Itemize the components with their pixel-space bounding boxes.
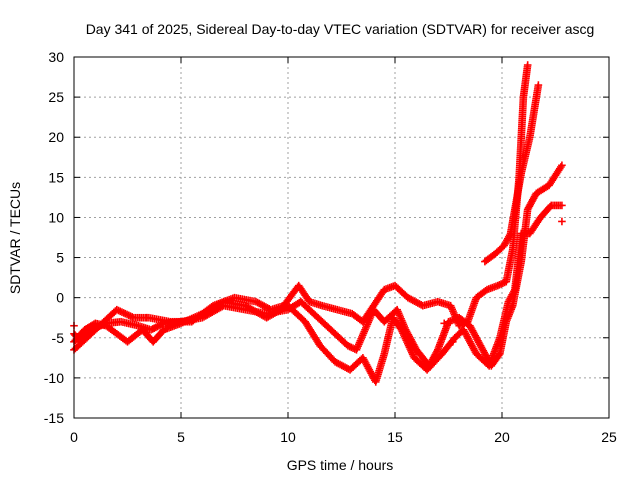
x-tick-label: 20 — [494, 429, 510, 445]
y-tick-labels: -15 -10 -5 0 5 10 15 20 25 30 — [44, 49, 64, 426]
y-tick-label: 0 — [56, 290, 64, 306]
data-segment — [369, 287, 388, 310]
data-segment — [294, 281, 313, 304]
x-tick-label: 25 — [601, 429, 617, 445]
data-segment — [517, 207, 532, 266]
y-tick-label: 15 — [48, 169, 64, 185]
y-tick-label: 25 — [48, 89, 64, 105]
data-segment — [423, 351, 445, 374]
data-segment — [485, 335, 503, 370]
y-tick-label: 30 — [48, 49, 64, 65]
data-point — [448, 337, 457, 346]
series-track-c — [70, 61, 532, 354]
data-segment — [511, 171, 525, 214]
data-segment — [472, 350, 492, 369]
data-segment — [410, 354, 430, 373]
data-segment — [526, 83, 542, 142]
data-point — [523, 61, 532, 69]
data-segment — [138, 325, 156, 345]
x-tick-label: 5 — [177, 429, 185, 445]
data-segment — [230, 293, 258, 306]
data-segment — [517, 135, 534, 178]
data-segment — [113, 305, 137, 321]
data-segment — [102, 321, 120, 337]
x-axis-title: GPS time / hours — [287, 457, 394, 473]
data-segment — [301, 317, 323, 348]
x-tick-label: 10 — [280, 429, 296, 445]
data-segment — [519, 63, 532, 101]
y-tick-label: -5 — [52, 330, 65, 346]
y-tick-label: 10 — [48, 209, 64, 225]
data-segment — [526, 215, 544, 238]
data-segment — [380, 282, 398, 294]
data-segment — [500, 231, 514, 250]
y-axis-title: SDTVAR / TECUs — [7, 182, 23, 294]
plot-frame — [73, 56, 610, 419]
data-segment — [70, 327, 88, 346]
data-segment — [83, 323, 103, 342]
data-segment — [318, 301, 340, 313]
data-segment — [393, 305, 409, 332]
data-point — [558, 201, 566, 210]
y-tick-label: 20 — [48, 129, 64, 145]
data-segment — [187, 303, 216, 326]
data-segment — [459, 325, 480, 356]
x-tick-label: 0 — [70, 429, 78, 445]
data-segment — [493, 278, 509, 290]
data-segment — [502, 247, 517, 286]
data-segment — [359, 303, 377, 326]
data-segment — [346, 355, 366, 374]
data-segment — [252, 297, 274, 313]
y-tick-label: 5 — [56, 250, 64, 266]
chart-title: Day 341 of 2025, Sidereal Day-to-day VTE… — [86, 21, 595, 37]
data-segment — [536, 202, 554, 222]
data-point — [558, 217, 566, 226]
data-segment — [511, 231, 525, 294]
data-segment — [279, 283, 302, 310]
y-tick-label: -10 — [44, 370, 64, 386]
data-segment — [284, 301, 308, 325]
data-segment — [316, 341, 338, 365]
data-segment — [419, 298, 440, 310]
data-segment — [297, 297, 317, 317]
data-point — [440, 319, 449, 328]
data-segment — [404, 293, 425, 309]
data-segment — [371, 351, 388, 386]
data-point — [534, 81, 543, 89]
x-tick-label: 15 — [387, 429, 403, 445]
data-segment — [523, 191, 540, 214]
data-segment — [333, 305, 355, 318]
series-track-d — [481, 81, 543, 266]
data-segment — [389, 313, 405, 333]
data-segment — [433, 297, 453, 309]
data-segment — [433, 319, 452, 354]
y-tick-label: -15 — [44, 410, 64, 426]
x-tick-labels: 0 5 10 15 20 25 — [70, 429, 617, 445]
data-segment — [496, 299, 512, 342]
data-segment — [309, 309, 334, 333]
data-segment — [466, 321, 484, 348]
series-track-b — [70, 201, 566, 386]
data-points — [70, 61, 566, 386]
data-segment — [95, 307, 120, 330]
data-segment — [80, 320, 98, 334]
data-segment — [391, 281, 411, 301]
data-segment — [241, 301, 269, 321]
data-segment — [326, 325, 351, 349]
data-segment — [506, 207, 519, 238]
data-point — [558, 161, 566, 170]
data-point — [142, 313, 151, 322]
data-segment — [472, 286, 490, 302]
